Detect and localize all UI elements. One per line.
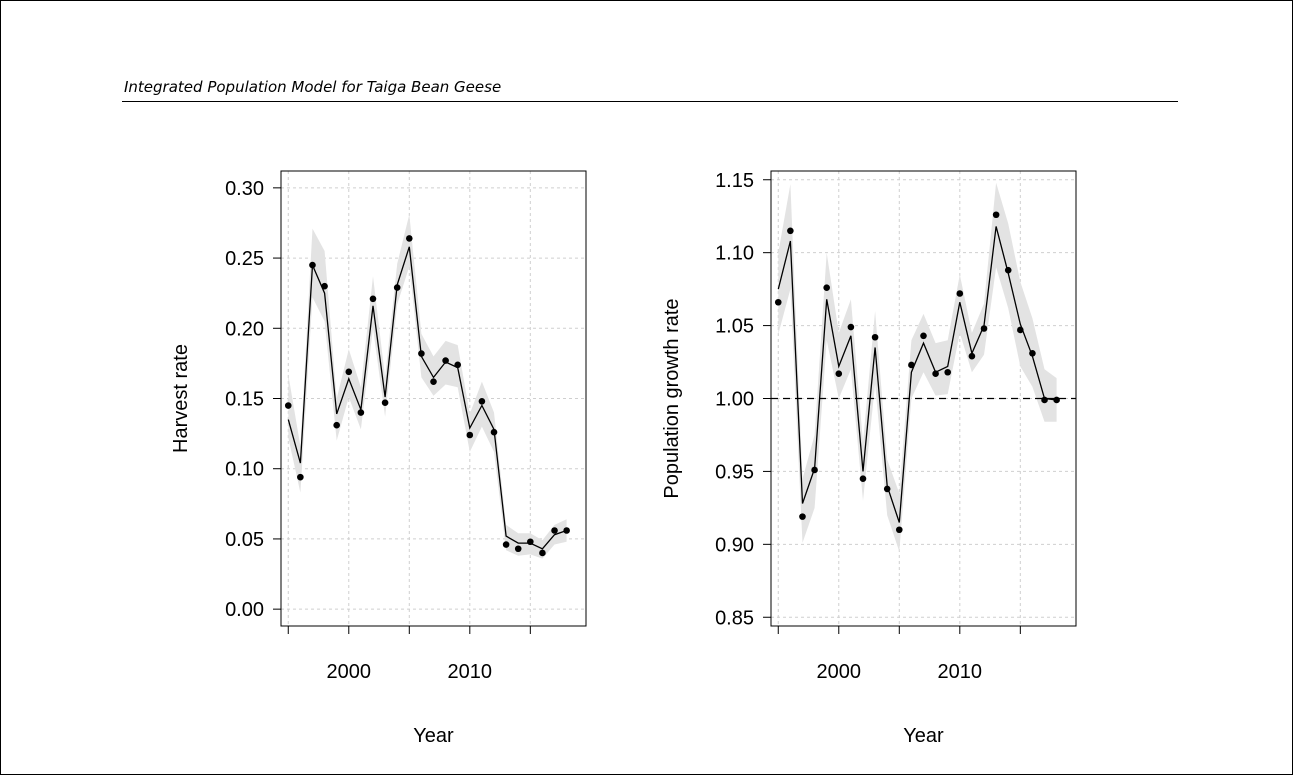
header-rule <box>122 101 1178 102</box>
x-tick-label: 2000 <box>327 661 372 683</box>
data-point <box>1029 349 1036 357</box>
data-point <box>478 398 486 405</box>
data-point <box>823 284 830 291</box>
data-point <box>563 527 570 534</box>
y-tick-label: 0.10 <box>225 459 264 481</box>
y-tick-label: 0.95 <box>715 461 754 483</box>
y-tick-label: 1.15 <box>715 170 754 192</box>
data-point <box>527 538 534 546</box>
y-tick-label: 1.05 <box>715 316 754 338</box>
data-point <box>944 368 952 376</box>
y-tick-label: 0.30 <box>225 178 264 200</box>
data-point <box>883 485 891 493</box>
data-point <box>539 549 546 557</box>
x-axis-title: Year <box>903 725 944 747</box>
x-axis-title: Year <box>413 725 454 747</box>
data-point <box>405 235 413 242</box>
data-point <box>920 332 927 340</box>
data-point <box>466 431 474 439</box>
data-point <box>490 428 498 436</box>
data-point <box>871 333 879 341</box>
data-point <box>333 421 340 429</box>
data-point <box>393 284 401 291</box>
data-point <box>442 357 449 364</box>
data-point <box>297 473 304 481</box>
credible-band <box>288 214 567 559</box>
data-point <box>980 325 988 332</box>
y-tick-label: 1.00 <box>715 389 754 411</box>
y-tick-label: 0.05 <box>225 529 264 551</box>
data-point <box>992 211 1000 219</box>
data-point <box>1041 396 1048 404</box>
growth-rate-panel: 0.85 0.90 0.95 1.00 1.05 1.10 1.15 2000 2010 Year… <box>661 170 1077 747</box>
data-point <box>321 282 328 290</box>
data-point <box>430 378 437 385</box>
y-tick-label: 0.25 <box>225 248 264 270</box>
credible-band <box>778 182 1057 552</box>
estimate-line <box>287 246 567 550</box>
data-point <box>309 261 316 269</box>
data-point <box>514 545 522 553</box>
y-tick-label: 0.85 <box>715 607 754 629</box>
data-point <box>859 475 867 483</box>
y-tick-label: 0.15 <box>225 389 264 411</box>
data-point <box>787 227 794 235</box>
data-point <box>1053 396 1060 404</box>
x-tick-label: 2010 <box>448 661 493 683</box>
y-tick-label: 0.20 <box>225 318 264 340</box>
data-point <box>908 361 915 369</box>
data-point <box>454 361 462 369</box>
data-point <box>799 513 806 520</box>
data-point <box>1004 266 1012 274</box>
data-point <box>369 295 377 303</box>
y-tick-label: 0.00 <box>225 599 264 621</box>
data-point <box>284 402 292 409</box>
data-point <box>345 368 353 376</box>
y-axis-title: Harvest rate <box>170 344 192 453</box>
data-point <box>502 541 510 548</box>
data-point <box>357 409 365 416</box>
y-tick-label: 0.90 <box>715 534 754 556</box>
data-point <box>418 350 425 357</box>
y-axis-title: Population growth rate <box>661 298 683 498</box>
y-tick-label: 1.10 <box>715 243 754 265</box>
x-tick-label: 2010 <box>938 661 983 683</box>
document-header: Integrated Population Model for Taiga Be… <box>124 78 502 96</box>
harvest-rate-panel: 0.00 0.05 0.10 0.15 0.20 0.25 0.30 2000 2010 Year… <box>170 170 587 747</box>
data-point <box>774 298 782 306</box>
data-point <box>847 323 855 331</box>
data-point <box>968 352 976 360</box>
data-point <box>956 290 964 297</box>
data-point <box>381 399 389 407</box>
data-point <box>1017 326 1024 334</box>
estimate-line <box>777 226 1057 523</box>
x-tick-label: 2000 <box>817 661 862 683</box>
data-point <box>551 527 558 534</box>
data-point <box>811 466 818 474</box>
data-point <box>895 526 903 534</box>
data-point <box>932 370 939 378</box>
data-point <box>835 370 843 378</box>
